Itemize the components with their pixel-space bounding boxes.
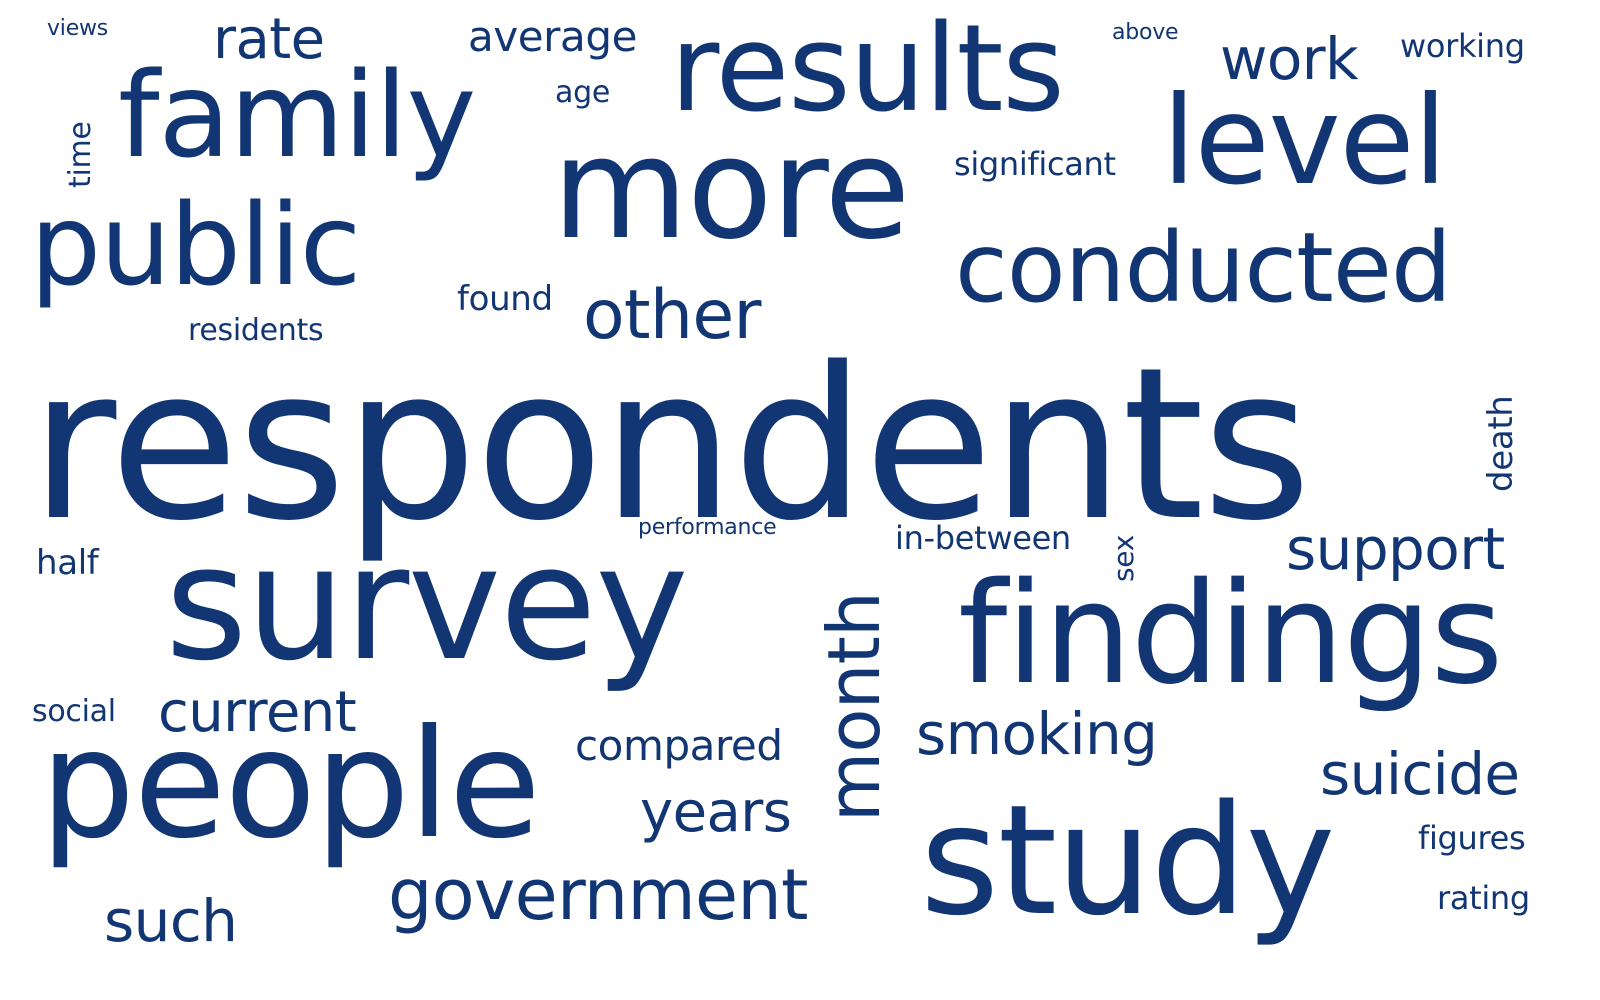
word-compared: compared: [575, 721, 783, 770]
word-study: study: [920, 772, 1335, 949]
word-working: working: [1400, 27, 1525, 65]
word-views: views: [47, 16, 109, 41]
word-other: other: [583, 276, 761, 355]
word-people: people: [40, 698, 541, 872]
word-public: public: [30, 181, 361, 311]
word-in-between: in-between: [895, 519, 1071, 557]
word-smoking: smoking: [916, 700, 1158, 768]
word-government: government: [388, 854, 808, 936]
word-respondents: respondents: [30, 322, 1312, 567]
word-figures: figures: [1418, 819, 1526, 857]
word-years: years: [640, 780, 792, 845]
word-time: time: [63, 121, 98, 188]
word-sex: sex: [1107, 534, 1140, 582]
word-residents: residents: [188, 313, 324, 348]
word-family: family: [118, 46, 476, 184]
word-such: such: [104, 887, 238, 955]
word-work: work: [1220, 25, 1359, 93]
word-significant: significant: [954, 145, 1116, 183]
word-death: death: [1481, 395, 1521, 492]
word-half: half: [36, 543, 99, 583]
word-month: month: [812, 591, 896, 822]
word-more: more: [552, 108, 910, 271]
word-current: current: [158, 680, 357, 745]
word-level: level: [1162, 70, 1447, 212]
word-rate: rate: [213, 7, 325, 72]
word-social: social: [32, 694, 116, 729]
word-suicide: suicide: [1320, 740, 1520, 808]
word-results: results: [670, 0, 1065, 139]
word-found: found: [457, 279, 553, 319]
word-survey: survey: [165, 512, 689, 696]
word-above: above: [1112, 20, 1179, 45]
word-performance: performance: [638, 515, 777, 540]
word-conducted: conducted: [955, 212, 1452, 324]
word-average: average: [468, 12, 637, 61]
word-support: support: [1286, 515, 1505, 583]
word-rating: rating: [1437, 879, 1530, 917]
word-age: age: [555, 75, 610, 110]
word-findings: findings: [958, 553, 1503, 716]
